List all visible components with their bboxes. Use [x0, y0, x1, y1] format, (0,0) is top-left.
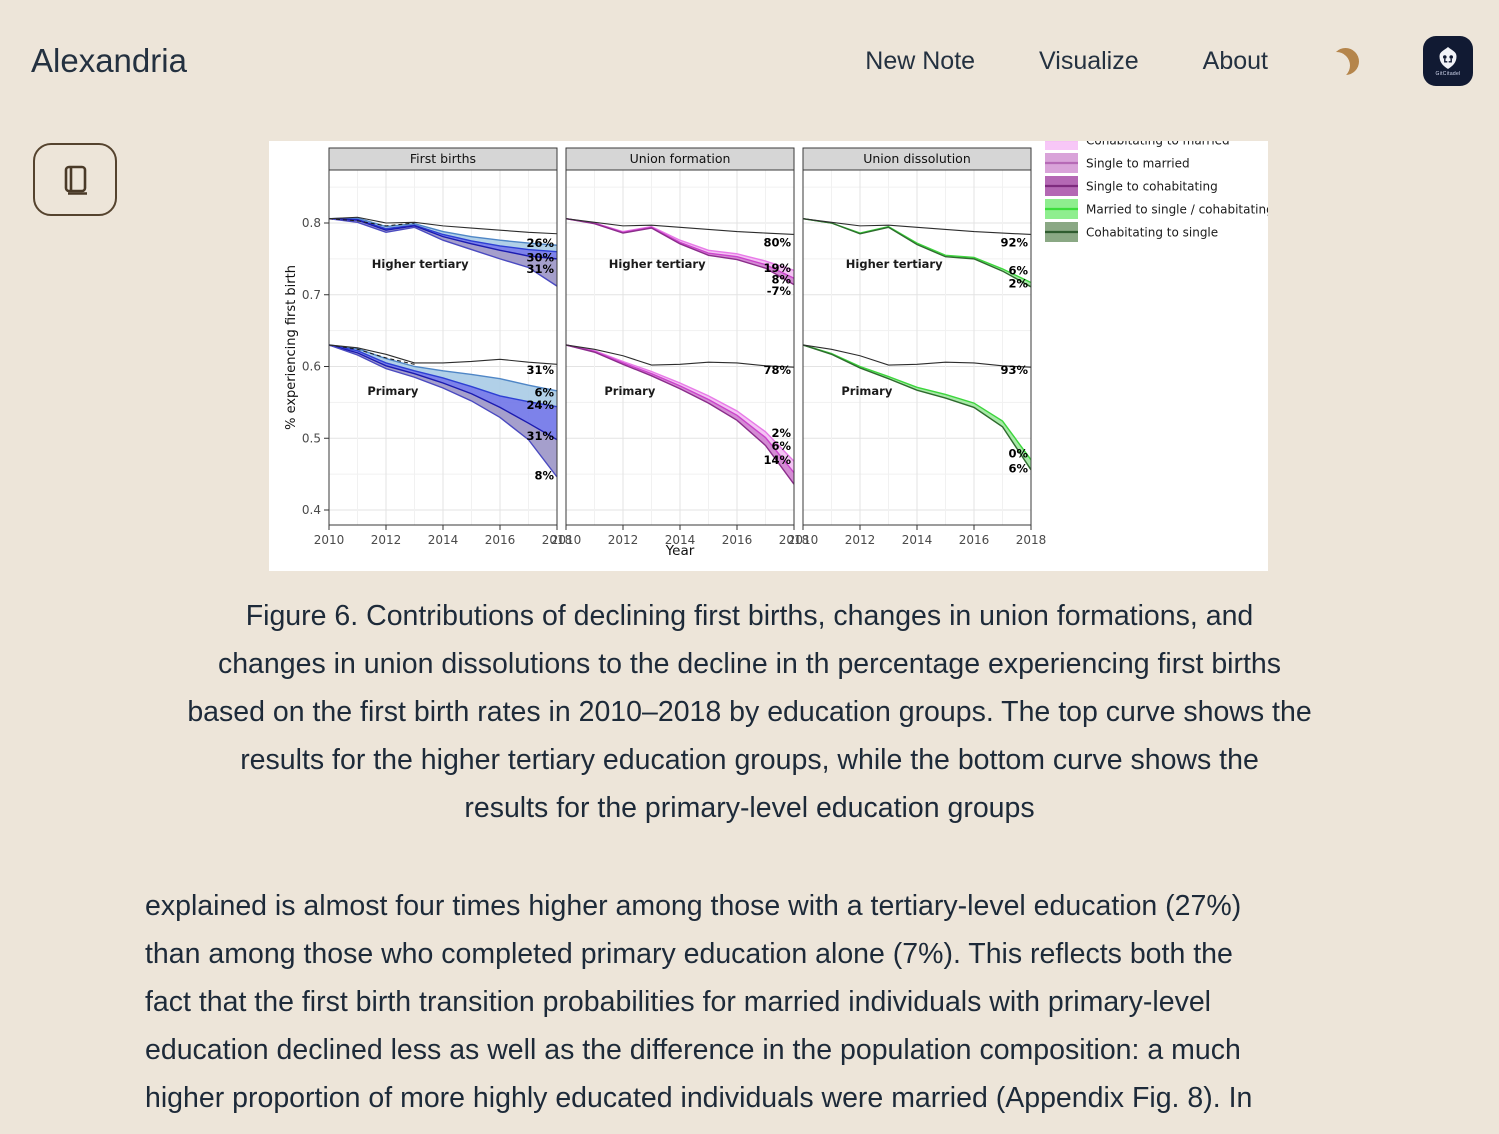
svg-text:30%: 30%: [526, 250, 554, 264]
svg-text:Higher tertiary: Higher tertiary: [609, 257, 706, 271]
svg-text:Single to married: Single to married: [1086, 157, 1190, 171]
caption-line: Figure 6. Contributions of declining fir…: [245, 600, 1254, 632]
svg-text:First births: First births: [410, 151, 476, 166]
nav-visualize[interactable]: Visualize: [1039, 46, 1139, 75]
moon-icon[interactable]: [1332, 48, 1359, 75]
svg-text:Union dissolution: Union dissolution: [863, 151, 971, 166]
svg-text:0%: 0%: [1008, 446, 1028, 460]
article-line: fact that the first birth transition pro…: [145, 986, 1212, 1018]
svg-text:2012: 2012: [845, 533, 876, 547]
svg-text:Union formation: Union formation: [630, 151, 731, 166]
caption-line: changes in union dissolutions to the dec…: [217, 648, 1282, 680]
svg-text:80%: 80%: [763, 235, 791, 249]
svg-text:93%: 93%: [1000, 363, 1028, 377]
svg-text:2%: 2%: [1008, 276, 1028, 290]
caption-line: results for the primary-level education …: [464, 792, 1035, 824]
svg-text:31%: 31%: [526, 429, 554, 443]
svg-text:2018: 2018: [542, 533, 573, 547]
nav-new-note[interactable]: New Note: [865, 46, 976, 75]
figure-caption: Figure 6. Contributions of declining fir…: [0, 592, 1499, 832]
svg-text:2010: 2010: [551, 533, 582, 547]
svg-text:2018: 2018: [779, 533, 810, 547]
article-line: explained is almost four times higher am…: [145, 890, 1242, 922]
svg-text:6%: 6%: [534, 385, 554, 399]
svg-text:0.4: 0.4: [302, 503, 321, 517]
svg-text:2010: 2010: [788, 533, 819, 547]
svg-text:2018: 2018: [1016, 533, 1047, 547]
svg-text:2016: 2016: [959, 533, 990, 547]
svg-text:Primary: Primary: [367, 384, 418, 398]
svg-text:Primary: Primary: [841, 384, 892, 398]
svg-text:-7%: -7%: [767, 284, 792, 298]
svg-text:2014: 2014: [665, 533, 696, 547]
svg-text:8%: 8%: [534, 469, 554, 483]
svg-text:% experiencing first birth: % experiencing first birth: [284, 265, 299, 430]
article-text: explained is almost four times higher am…: [145, 882, 1445, 1134]
svg-text:Married to single / cohabitati: Married to single / cohabitating: [1086, 203, 1268, 217]
nav-links: New Note Visualize About GitCitadel: [865, 36, 1473, 86]
svg-text:8%: 8%: [771, 273, 791, 287]
svg-text:2016: 2016: [722, 533, 753, 547]
svg-text:0.8: 0.8: [302, 216, 321, 230]
brand-title: Alexandria: [31, 42, 187, 79]
caption-line: results for the higher tertiary educatio…: [240, 744, 1259, 776]
svg-text:0.5: 0.5: [302, 431, 321, 445]
svg-text:19%: 19%: [763, 261, 791, 275]
article-line: than among those who completed primary e…: [145, 938, 1233, 970]
nav-about[interactable]: About: [1202, 46, 1268, 75]
svg-text:31%: 31%: [526, 363, 554, 377]
svg-text:92%: 92%: [1000, 235, 1028, 249]
svg-text:0.7: 0.7: [302, 288, 321, 302]
article-line: education declined less as well as the d…: [145, 1034, 1241, 1066]
svg-text:Single to cohabitating: Single to cohabitating: [1086, 180, 1218, 194]
svg-text:6%: 6%: [771, 439, 791, 453]
svg-text:0.6: 0.6: [302, 360, 321, 374]
reader-mode-button[interactable]: [33, 143, 117, 216]
svg-text:Cohabitating to married: Cohabitating to married: [1086, 141, 1230, 148]
svg-text:31%: 31%: [526, 262, 554, 276]
logo-caption: GitCitadel: [1435, 70, 1461, 77]
figure-image: Higher tertiary 26% 30% 31% Primary 31% 6% 24% 3…: [269, 130, 1274, 571]
gitcitadel-logo[interactable]: GitCitadel: [1423, 36, 1473, 86]
article-line: higher proportion of more highly educate…: [145, 1082, 1253, 1114]
svg-text:2012: 2012: [371, 533, 402, 547]
svg-text:14%: 14%: [763, 453, 791, 467]
svg-text:Year: Year: [665, 543, 695, 559]
svg-text:2012: 2012: [608, 533, 639, 547]
svg-text:2%: 2%: [771, 426, 791, 440]
svg-text:Higher tertiary: Higher tertiary: [372, 257, 469, 271]
svg-text:2014: 2014: [902, 533, 933, 547]
shield-icon: [1439, 46, 1457, 69]
svg-text:2014: 2014: [428, 533, 459, 547]
svg-text:24%: 24%: [526, 398, 554, 412]
svg-text:26%: 26%: [526, 236, 554, 250]
svg-text:6%: 6%: [1008, 461, 1028, 475]
svg-text:Primary: Primary: [604, 384, 655, 398]
svg-text:Cohabitating to single: Cohabitating to single: [1086, 226, 1218, 240]
svg-text:6%: 6%: [1008, 263, 1028, 277]
svg-text:Higher tertiary: Higher tertiary: [846, 257, 943, 271]
svg-text:2016: 2016: [485, 533, 516, 547]
svg-text:2010: 2010: [314, 533, 345, 547]
caption-line: based on the first birth rates in 2010–2…: [187, 696, 1312, 728]
article-line-clipped: contrast, the population composition of …: [145, 1122, 1445, 1134]
decomposition-chart: Higher tertiary26%30%31%Primary31%6%24%3…: [269, 130, 1274, 571]
svg-text:78%: 78%: [763, 363, 791, 377]
book-icon: [64, 165, 87, 195]
